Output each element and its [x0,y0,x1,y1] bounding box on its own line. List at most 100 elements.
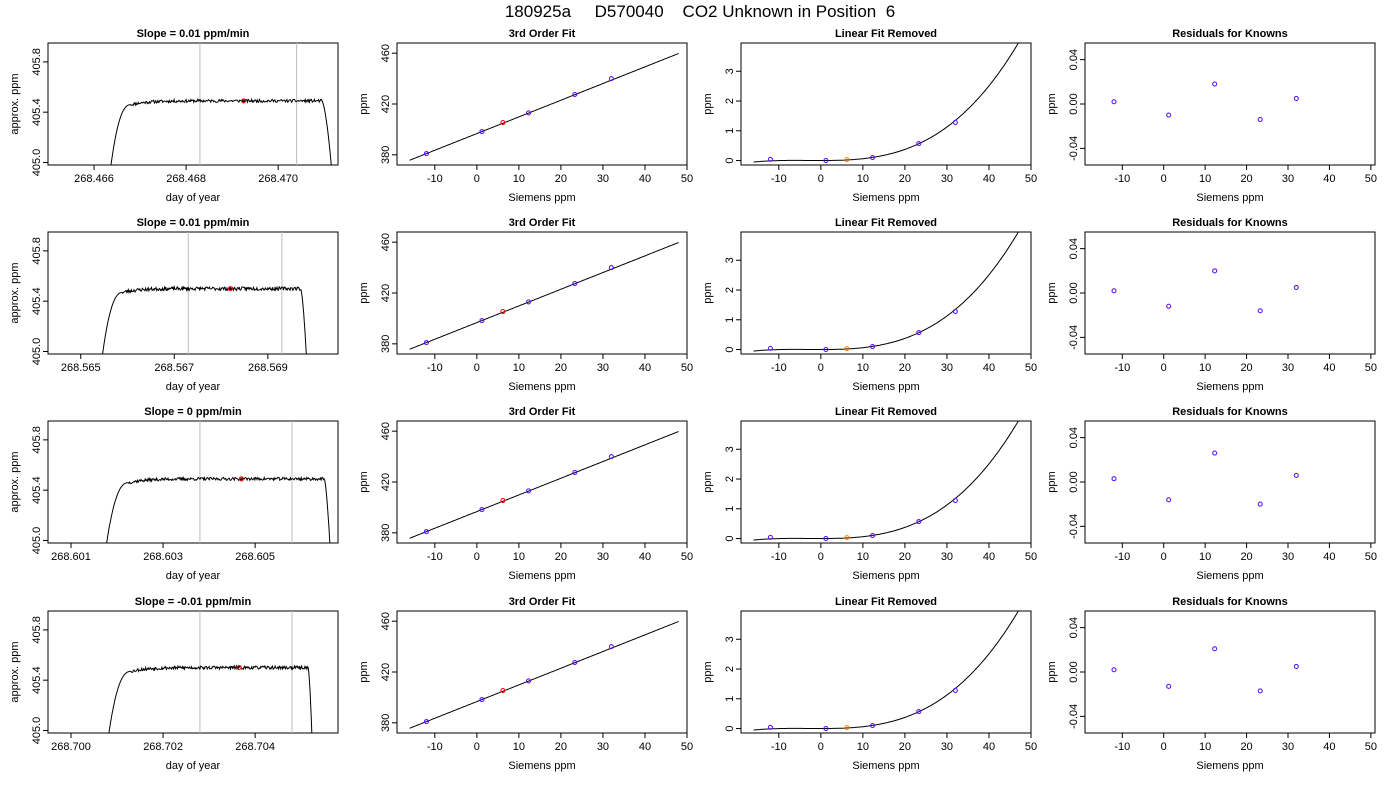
panel-fit-row1: 3rd Order Fit -10 0 10 20 30 40 50 380 420 460 Siem… [358,28,693,204]
unknown-marker [227,286,233,292]
x-tick-label: 50 [681,362,693,374]
unknown-point [844,346,850,352]
y-axis-label: ppm [1046,282,1058,303]
x-tick-label: 40 [639,741,651,753]
y-axis-label: approx. ppm [9,73,21,134]
panel-title: Residuals for Knowns [1172,406,1288,418]
x-tick-label: 268.569 [248,362,288,374]
plot-data [1111,450,1299,507]
known-point-overlay [823,158,829,163]
x-tick-label: 40 [983,741,995,753]
y-tick-label: 0.04 [1068,427,1080,448]
x-tick-label: 40 [639,362,651,374]
known-point-overlay [768,345,773,351]
x-tick-label: 50 [1025,362,1037,374]
x-tick-label: 10 [1199,551,1211,563]
y-axis-label: ppm [702,471,714,492]
y-axis-label: approx. ppm [9,451,21,512]
panel-title: Linear Fit Removed [835,217,937,229]
known-point-overlay [479,129,485,134]
plot-frame [396,610,688,734]
y-axis-label: ppm [702,661,714,682]
unknown-marker [238,476,244,482]
unknown-point [844,157,850,163]
x-tick-label: 40 [639,173,651,185]
y-tick-label: 0 [724,157,736,163]
x-tick-label: 268.468 [166,173,206,185]
residual-point-overlay [1257,501,1263,507]
residual-point-overlay [1293,285,1299,290]
panel-residuals-row2: Residuals for Knowns -10 0 10 20 30 40 50 -0.04 0… [1046,217,1377,393]
x-tick-label: 0 [1161,551,1167,563]
x-tick-label: -10 [427,551,443,563]
plot-frame [740,42,1032,166]
x-axis-label: day of year [166,570,221,582]
x-tick-label: 0 [474,173,480,185]
y-axis-label: ppm [358,471,370,492]
x-tick-label: -10 [427,362,443,374]
known-point-overlay [608,644,614,649]
plot-frame [47,420,339,544]
x-tick-label: 20 [555,741,567,753]
panel-residuals-row1: Residuals for Knowns -10 0 10 20 30 40 50 -0.04 0… [1046,28,1377,204]
panel-title: Residuals for Knowns [1172,217,1288,229]
known-point-overlay [916,330,922,335]
residual-point-overlay [1111,476,1117,482]
panel-linear_removed-row3: Linear Fit Removed -10 0 10 20 30 40 50 0 1 2 3 Siem… [702,406,1037,582]
y-tick-label: 0 [724,535,736,541]
panel-residuals-row4: Residuals for Knowns -10 0 10 20 30 40 50 -0.04 0… [1046,596,1377,772]
panel-title: 3rd Order Fit [509,217,576,229]
y-tick-label: 405.4 [31,98,43,126]
x-tick-label: -10 [1114,173,1130,185]
y-tick-label: 3 [724,446,736,452]
x-tick-label: 40 [1323,173,1335,185]
x-tick-label: 0 [474,551,480,563]
known-point-overlay [768,534,773,540]
y-tick-label: 0.00 [1068,282,1080,303]
x-tick-label: 0 [1161,173,1167,185]
unknown-point [500,120,506,126]
unknown-point [500,498,506,504]
y-tick-label: -0.04 [1068,136,1080,161]
x-tick-label: -10 [1114,551,1130,563]
known-point-overlay [479,507,485,512]
known-point-overlay [823,726,829,731]
y-tick-label: 405.4 [31,666,43,694]
plot-data [1111,81,1299,123]
plot-data [110,97,332,165]
residual-point-overlay [1212,81,1218,87]
unknown-point [500,309,506,315]
x-tick-label: 10 [1199,173,1211,185]
x-axis-label: day of year [166,381,221,393]
x-tick-label: 50 [681,551,693,563]
known-point-overlay [952,498,958,503]
plot-data [753,421,1019,542]
known-point-overlay [572,660,578,665]
residual-point-overlay [1166,684,1172,689]
x-tick-label: 50 [1365,551,1377,563]
known-point-overlay [916,519,922,524]
x-tick-label: 30 [1282,551,1294,563]
y-tick-label: 405.0 [31,149,43,177]
y-tick-label: 380 [380,524,392,542]
x-tick-label: 50 [1025,173,1037,185]
y-tick-label: 1 [724,128,736,134]
residual-point-overlay [1111,99,1117,105]
plot-data [753,232,1019,353]
known-point-overlay [526,678,531,684]
x-axis-label: Siemens ppm [852,381,919,393]
y-tick-label: 2 [724,98,736,104]
y-tick-label: 405.0 [31,717,43,745]
y-tick-label: 2 [724,666,736,672]
x-tick-label: 10 [1199,741,1211,753]
plot-frame [47,231,339,355]
x-tick-label: -10 [427,173,443,185]
x-tick-label: 0 [818,741,824,753]
x-tick-label: 268.565 [61,362,101,374]
plot-frame [740,231,1032,355]
fit-curve [409,53,679,161]
y-tick-label: 420 [380,663,392,681]
panel-fit-row4: 3rd Order Fit -10 0 10 20 30 40 50 380 420 460 Siem… [358,596,693,772]
y-axis-label: ppm [1046,93,1058,114]
y-tick-label: 460 [380,44,392,62]
